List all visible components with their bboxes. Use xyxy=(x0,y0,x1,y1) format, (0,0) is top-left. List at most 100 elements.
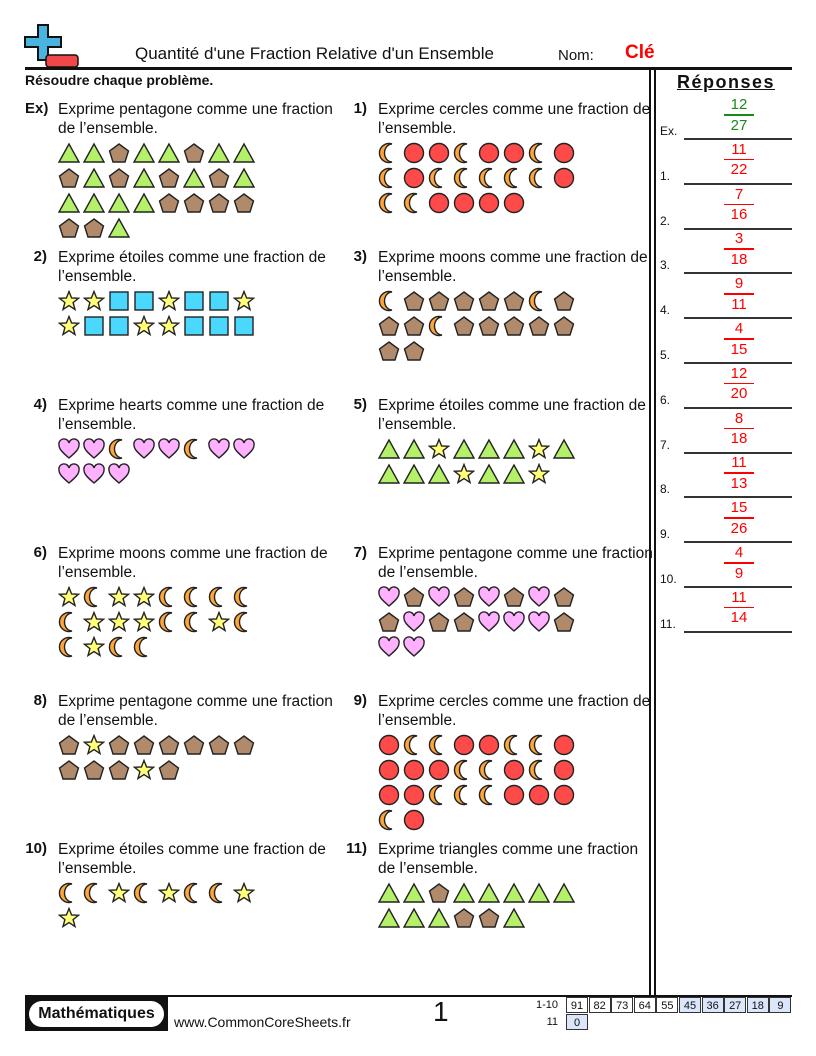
star-icon xyxy=(58,907,80,929)
answer-row: 10. 4 9 xyxy=(660,543,792,588)
moon-icon xyxy=(528,734,543,756)
score-cell: 64 xyxy=(633,997,656,1013)
name-value: Clé xyxy=(625,42,655,63)
answer-line xyxy=(684,182,792,185)
answer-fraction: 8 18 xyxy=(722,409,756,449)
circle-icon xyxy=(428,759,450,781)
moon-icon xyxy=(133,882,148,904)
heart-icon xyxy=(378,586,400,607)
circle-icon xyxy=(503,759,525,781)
pentagon-icon xyxy=(108,143,130,163)
triangle-icon xyxy=(378,463,400,484)
square-icon xyxy=(84,316,104,336)
pentagon-icon xyxy=(208,168,230,188)
problem-text: Exprime triangles comme une fraction de … xyxy=(378,841,639,877)
answer-fraction: 11 13 xyxy=(722,453,756,493)
denominator: 18 xyxy=(730,430,748,448)
problem-number: 8) xyxy=(33,692,47,709)
moon-icon xyxy=(528,167,543,189)
star-icon xyxy=(158,882,180,904)
pentagon-icon xyxy=(503,316,525,336)
pentagon-icon xyxy=(453,291,475,311)
answer-fraction: 3 18 xyxy=(722,229,756,269)
answer-column-divider xyxy=(649,69,651,996)
answer-line xyxy=(684,317,792,320)
heart-icon xyxy=(58,438,80,459)
moon-icon xyxy=(453,759,468,781)
numerator: 4 xyxy=(734,320,744,337)
answer-row: Ex. 12 27 xyxy=(660,95,792,140)
pentagon-icon xyxy=(208,735,230,755)
brand-badge: Mathématiques xyxy=(25,997,168,1031)
pentagon-icon xyxy=(58,760,80,780)
answer-fraction: 12 20 xyxy=(722,364,756,404)
numerator: 11 xyxy=(731,454,747,472)
triangle-icon xyxy=(503,882,525,903)
circle-icon xyxy=(378,784,400,806)
problem-text: Exprime moons comme une fraction de l’en… xyxy=(378,249,648,285)
denominator: 20 xyxy=(730,385,748,403)
heart-icon xyxy=(208,438,230,459)
triangle-icon xyxy=(553,438,575,459)
heart-icon xyxy=(403,611,425,632)
answer-line xyxy=(684,496,792,499)
answer-line xyxy=(684,630,792,633)
circle-icon xyxy=(378,734,400,756)
star-icon xyxy=(133,611,155,633)
problem-number: 1) xyxy=(353,100,367,117)
pentagon-icon xyxy=(58,168,80,188)
fraction-bar xyxy=(724,114,754,116)
heart-icon xyxy=(378,636,400,657)
star-icon xyxy=(108,586,130,608)
circle-icon xyxy=(503,784,525,806)
score-cell: 18 xyxy=(746,997,769,1013)
circle-icon xyxy=(453,734,475,756)
heart-icon xyxy=(108,463,130,484)
square-icon xyxy=(109,291,129,311)
answer-column-divider xyxy=(654,69,656,996)
moon-icon xyxy=(233,586,248,608)
star-icon xyxy=(158,315,180,337)
problem-text: Exprime cercles comme une fraction de l’… xyxy=(378,693,651,729)
moon-icon xyxy=(158,611,173,633)
pentagon-icon xyxy=(108,760,130,780)
moon-icon xyxy=(133,636,148,658)
triangle-icon xyxy=(453,438,475,459)
answer-row: 9. 15 26 xyxy=(660,498,792,544)
pentagon-icon xyxy=(378,341,400,361)
star-icon xyxy=(528,438,550,460)
moon-icon xyxy=(108,438,123,460)
site-url[interactable]: www.CommonCoreSheets.fr xyxy=(174,1014,351,1030)
answer-row: 5. 4 15 xyxy=(660,319,792,364)
triangle-icon xyxy=(183,167,205,188)
answer-label: 7. xyxy=(660,437,671,452)
moon-icon xyxy=(183,882,198,904)
triangle-icon xyxy=(83,142,105,163)
moon-icon xyxy=(428,315,443,337)
pentagon-icon xyxy=(453,612,475,632)
pentagon-icon xyxy=(428,883,450,903)
answer-label: 5. xyxy=(660,348,671,362)
circle-icon xyxy=(428,142,450,164)
triangle-icon xyxy=(503,438,525,459)
heart-icon xyxy=(478,611,500,632)
star-icon xyxy=(428,438,450,460)
score-cell: 0 xyxy=(566,1014,588,1030)
score-cell: 9 xyxy=(769,997,792,1013)
circle-icon xyxy=(378,759,400,781)
heart-icon xyxy=(478,586,500,607)
fraction-bar xyxy=(724,158,754,161)
answers-title: Réponses xyxy=(676,72,776,92)
numerator: 12 xyxy=(730,364,748,382)
triangle-icon xyxy=(403,882,425,903)
moon-icon xyxy=(233,611,248,633)
answer-row: 1. 11 22 xyxy=(660,140,792,185)
circle-icon xyxy=(428,192,450,214)
heart-icon xyxy=(133,438,155,459)
pentagon-icon xyxy=(183,143,205,163)
score-cell: 45 xyxy=(679,997,701,1013)
pentagon-icon xyxy=(183,193,205,213)
fraction-bar xyxy=(724,382,754,385)
triangle-icon xyxy=(478,438,500,459)
square-icon xyxy=(209,291,229,311)
